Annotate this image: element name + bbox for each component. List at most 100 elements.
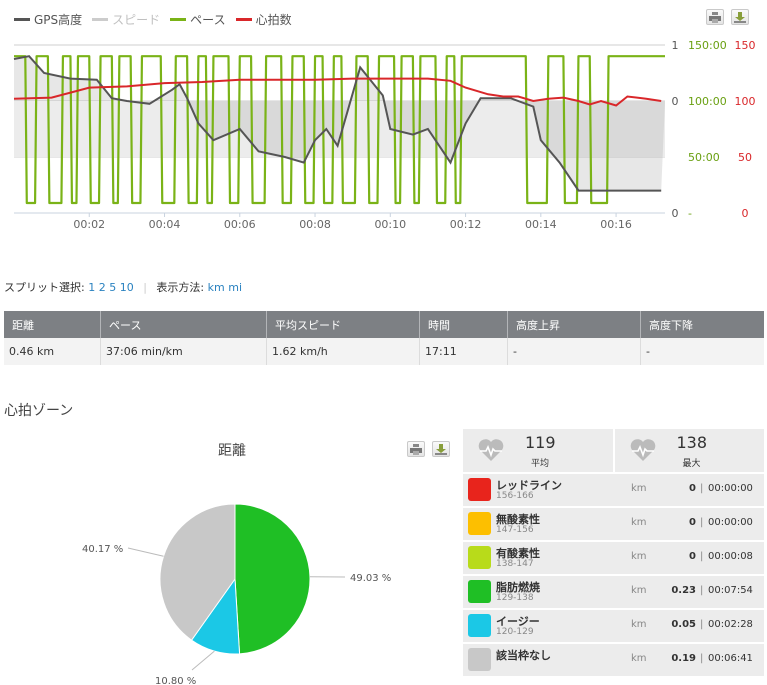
legend-item-speed[interactable]: スピード [92,11,160,28]
x-tick-label: 00:08 [299,218,331,231]
zone-separator: | [700,585,704,596]
column-header[interactable]: ペース [100,311,267,338]
legend-swatch [170,17,187,21]
table-row: 0.46 km 37:06 min/km 1.62 km/h 17:11 - - [4,338,764,365]
pie-label: 10.80 % [155,676,196,685]
hr-axis-label: 50 [738,151,752,164]
zone-color-swatch [468,614,491,637]
print-icon [410,443,422,455]
legend-item-pace[interactable]: ペース [170,11,226,28]
zone-row: 該当枠なし km 0.19 | 00:06:41 [463,644,764,676]
zone-unit: km [631,551,647,562]
zone-distance: 0.23 [671,585,696,596]
avg-hr-label: 平均 [531,459,550,469]
zone-time: 00:06:41 [708,653,753,664]
zone-separator: | [700,619,704,630]
zone-color-swatch [468,512,491,535]
pie-slice[interactable] [159,503,236,641]
legend-item-heart-rate[interactable]: 心拍数 [235,11,292,28]
heart-icon [630,439,655,461]
table-cell: 37:06 min/km [100,338,267,365]
split-options[interactable]: 1 2 5 10 [88,281,134,294]
hr-axis-label: 0 [742,207,749,220]
pace-axis-label: - [688,207,692,220]
zone-name: 無酸素性 [496,513,540,526]
zone-row: 脂肪燃焼 129-138 km 0.23 | 00:07:54 [463,576,764,608]
zone-time: 00:00:00 [708,517,753,528]
pace-axis-label: 50:00 [688,151,720,164]
chart-grid [14,44,665,214]
section-title: 心拍ゾーン [4,403,74,419]
altitude-axis-label: 0 [672,95,679,108]
legend-swatch [14,17,30,21]
print-chart-button[interactable] [706,9,724,25]
zone-row: 有酸素性 138-147 km 0 | 00:00:08 [463,542,764,574]
heart-rate-line [13,77,662,107]
zone-separator: | [700,653,704,664]
zone-distance: 0 [689,551,696,562]
zone-time: 00:00:00 [708,483,753,494]
hr-axis-label: 100 [735,95,756,108]
max-hr-value: 138 [676,433,708,452]
table-cell: 1.62 km/h [266,338,420,365]
column-header[interactable]: 高度下降 [640,311,764,338]
download-icon [435,443,447,455]
x-tick-label: 00:02 [73,218,105,231]
column-header[interactable]: 時間 [419,311,508,338]
download-pie-button[interactable] [432,441,450,457]
download-icon [734,11,746,23]
chart-legend: GPS高度 スピード ペース 心拍数 [14,11,292,27]
zone-unit: km [631,619,647,630]
zone-panel: 119 平均 138 最大 レッドライン 156-166 km 0 | 00:00:00 無… [463,429,764,678]
zone-time: 00:02:28 [708,619,753,630]
zone-range: 156-166 [496,491,534,501]
pace-axis-label: 150:00 [688,39,727,52]
pie-label-connector [127,547,164,557]
zone-distance: 0.19 [671,653,696,664]
zone-distance: 0 [689,483,696,494]
x-tick-label: 00:12 [450,218,482,231]
altitude-axis-label: 1 [672,39,679,52]
legend-item-altitude[interactable]: GPS高度 [14,11,82,28]
x-tick-label: 00:14 [525,218,557,231]
altitude-area [14,56,665,191]
pace-line [14,55,665,205]
pie-title: 距離 [218,443,246,459]
zone-pie-chart: 49.03 % 10.80 % 40.17 % [82,503,391,685]
zone-distance: 0 [689,517,696,528]
zone-color-swatch [468,648,491,671]
x-tick-label: 00:16 [600,218,632,231]
split-selector: スプリット選択: 1 2 5 10 | 表示方法: km mi [4,281,242,294]
column-header[interactable]: 高度上昇 [507,311,641,338]
zone-color-swatch [468,546,491,569]
avg-hr-value: 119 [525,433,556,452]
column-header[interactable]: 平均スピード [266,311,420,338]
print-pie-button[interactable] [407,441,425,457]
table-cell: - [507,338,641,365]
heart-icon [478,439,504,461]
legend-label: GPS高度 [34,12,83,27]
table-cell: - [640,338,764,365]
max-hr-box: 138 最大 [614,429,764,472]
print-icon [709,11,721,23]
activity-chart: 00:02 00:04 00:06 00:08 00:10 00:12 00:14 00:16… [13,39,756,231]
zone-name: 有酸素性 [496,547,540,560]
zone-name: 脂肪燃焼 [496,581,540,594]
zone-row: レッドライン 156-166 km 0 | 00:00:00 [463,474,764,506]
download-chart-button[interactable] [731,9,749,25]
altitude-line [13,55,662,192]
legend-label: スピード [112,12,161,27]
avg-hr-box: 119 平均 [463,429,613,472]
x-tick-label: 00:04 [149,218,181,231]
zone-range: 147-156 [496,525,534,535]
pie-label-connector [191,650,215,671]
zone-unit: km [631,585,647,596]
split-table: 距離 ペース 平均スピード 時間 高度上昇 高度下降 0.46 km 37:06… [4,311,764,365]
unit-options[interactable]: km mi [207,281,242,294]
legend-swatch [92,17,109,21]
zone-color-swatch [468,580,491,603]
column-header[interactable]: 距離 [4,311,101,338]
max-hr-label: 最大 [682,459,701,469]
pie-slice[interactable] [234,503,311,655]
pie-label: 40.17 % [82,544,123,555]
